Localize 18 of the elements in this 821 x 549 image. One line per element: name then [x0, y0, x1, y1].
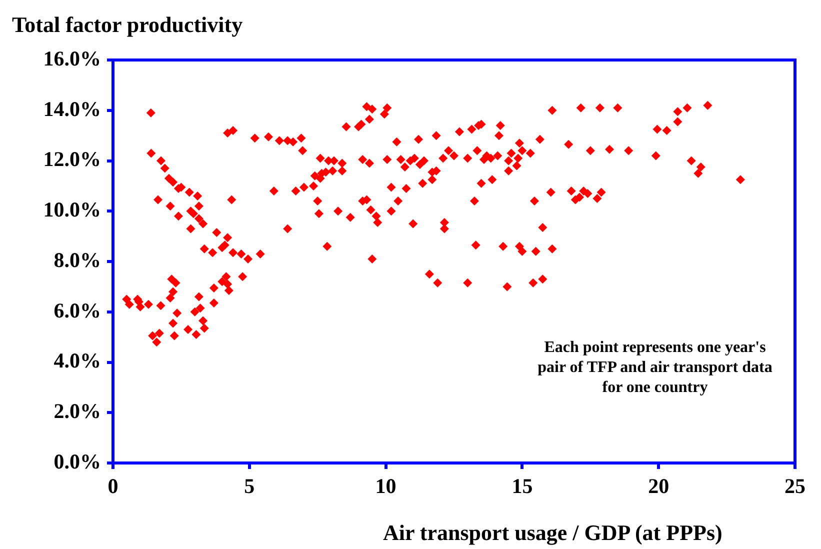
annotation: Each point represents one year's pair of TFP and air transport data for one country — [536, 338, 774, 398]
x-tick-label: 25 — [784, 474, 806, 498]
x-tick-label: 5 — [244, 474, 255, 498]
x-tick-label: 0 — [108, 474, 118, 498]
y-tick-label: 14.0% — [43, 96, 101, 121]
y-axis-title: Total factor productivity — [12, 12, 243, 38]
x-tick-label: 10 — [375, 474, 396, 498]
y-tick-label: 0.0% — [54, 449, 101, 474]
y-tick-label: 10.0% — [43, 198, 101, 222]
x-axis-title: Air transport usage / GDP (at PPPs) — [383, 520, 722, 546]
y-tick-label: 4.0% — [54, 348, 101, 373]
y-tick-label: 16.0% — [43, 46, 101, 70]
y-tick-label: 2.0% — [54, 399, 101, 424]
y-tick-label: 8.0% — [54, 248, 101, 272]
y-tick-label: 12.0% — [43, 147, 101, 172]
x-tick-label: 20 — [648, 474, 670, 498]
y-tick-label: 6.0% — [54, 298, 101, 322]
x-tick-label: 15 — [512, 474, 533, 498]
